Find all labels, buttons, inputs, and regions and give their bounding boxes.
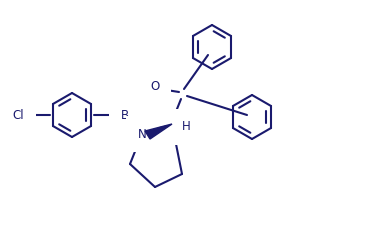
Text: N: N — [138, 128, 146, 141]
Text: Cl: Cl — [12, 109, 24, 122]
Polygon shape — [145, 124, 172, 139]
Text: B: B — [121, 109, 129, 122]
Text: H: H — [181, 120, 190, 134]
Text: O: O — [151, 81, 160, 93]
